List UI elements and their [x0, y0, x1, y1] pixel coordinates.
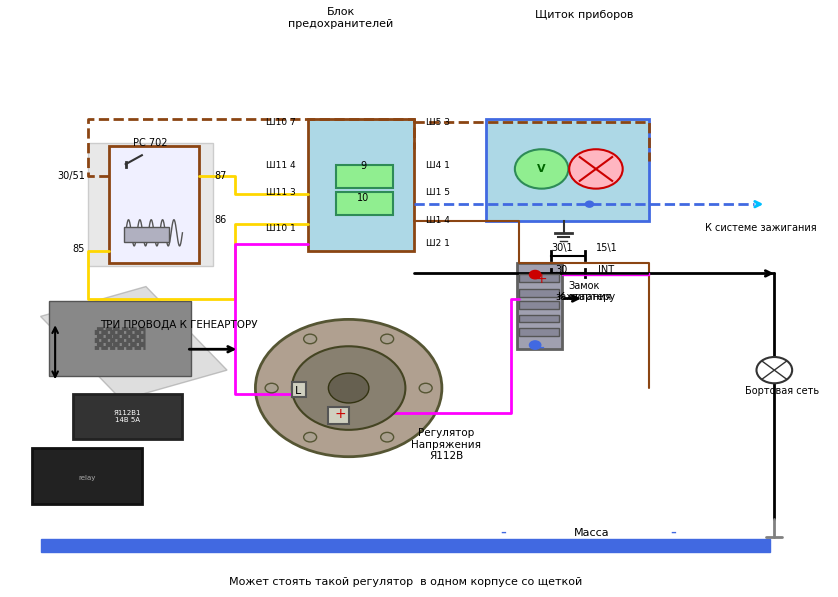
Text: Ш10 1: Ш10 1: [266, 223, 296, 233]
Bar: [328, 407, 349, 424]
Text: Может стоять такой регулятор  в одном корпусе со щеткой: Может стоять такой регулятор в одном кор…: [229, 577, 582, 587]
Text: 15\1: 15\1: [596, 244, 618, 253]
Circle shape: [328, 373, 369, 403]
Text: +: +: [334, 407, 346, 421]
Bar: [87, 143, 213, 266]
Text: 30: 30: [556, 266, 568, 275]
Circle shape: [303, 334, 317, 344]
Bar: [487, 119, 649, 221]
Text: Бортовая сеть: Бортовая сеть: [744, 386, 819, 396]
Text: -: -: [499, 522, 505, 540]
Text: 85: 85: [73, 244, 85, 254]
Bar: [519, 274, 560, 282]
Bar: [337, 192, 393, 215]
Bar: [124, 227, 168, 242]
Text: INT: INT: [598, 266, 614, 275]
Text: Щиток приборов: Щиток приборов: [535, 10, 633, 20]
Polygon shape: [40, 287, 227, 400]
Text: К стартеру: К стартеру: [557, 293, 615, 302]
Bar: [49, 301, 190, 376]
Bar: [519, 328, 560, 336]
Text: Замок
зажигания: Замок зажигания: [556, 281, 612, 302]
Bar: [40, 539, 770, 552]
Text: Ш1 4: Ш1 4: [426, 216, 449, 225]
Circle shape: [380, 432, 394, 442]
Text: 9: 9: [360, 161, 366, 171]
Text: 86: 86: [215, 216, 227, 225]
Text: relay: relay: [78, 475, 96, 481]
Text: 30/51: 30/51: [57, 171, 85, 181]
Text: Ш2 1: Ш2 1: [426, 239, 449, 248]
Bar: [519, 315, 560, 322]
Text: Ш11 4: Ш11 4: [266, 161, 296, 171]
Bar: [519, 301, 560, 309]
Text: ТРИ ПРОВОДА К ГЕНЕАРТОРУ: ТРИ ПРОВОДА К ГЕНЕАРТОРУ: [100, 321, 257, 330]
Circle shape: [419, 383, 432, 393]
Circle shape: [256, 319, 442, 457]
Bar: [519, 289, 560, 297]
Text: Ш4 1: Ш4 1: [426, 161, 449, 171]
Text: L: L: [295, 386, 302, 396]
Bar: [308, 119, 413, 251]
Text: -: -: [539, 337, 545, 355]
Text: 87: 87: [215, 171, 227, 181]
Circle shape: [530, 341, 541, 349]
Circle shape: [757, 357, 792, 383]
Circle shape: [265, 383, 278, 393]
Text: Ш11 3: Ш11 3: [266, 188, 296, 198]
Text: ▓▓▓: ▓▓▓: [95, 328, 146, 350]
Bar: [110, 146, 199, 263]
Text: PC 702: PC 702: [132, 139, 168, 148]
Text: -: -: [670, 522, 676, 540]
Bar: [292, 382, 307, 397]
Text: V: V: [537, 164, 546, 174]
Text: Ш5 3: Ш5 3: [426, 118, 450, 127]
Circle shape: [569, 149, 623, 189]
Circle shape: [515, 149, 568, 189]
Bar: [337, 165, 393, 188]
Text: К системе зажигания: К системе зажигания: [706, 223, 817, 233]
Text: +: +: [535, 272, 547, 286]
Text: Ш10 7: Ш10 7: [266, 118, 296, 127]
Circle shape: [380, 334, 394, 344]
Text: Ш1 5: Ш1 5: [426, 188, 450, 198]
Text: Масса: Масса: [574, 528, 610, 537]
Circle shape: [292, 346, 406, 430]
Text: Я112В1
14В 5А: Я112В1 14В 5А: [113, 410, 141, 423]
Bar: [33, 448, 142, 504]
Text: 30\1: 30\1: [551, 244, 572, 253]
Circle shape: [586, 201, 593, 207]
Bar: [517, 263, 562, 349]
Text: Регулятор
Напряжения
Я112В: Регулятор Напряжения Я112В: [411, 428, 481, 461]
Circle shape: [530, 270, 541, 279]
Bar: [73, 394, 183, 439]
Text: Блок
предохранителей: Блок предохранителей: [288, 7, 393, 29]
Text: 10: 10: [357, 193, 370, 203]
Circle shape: [303, 432, 317, 442]
